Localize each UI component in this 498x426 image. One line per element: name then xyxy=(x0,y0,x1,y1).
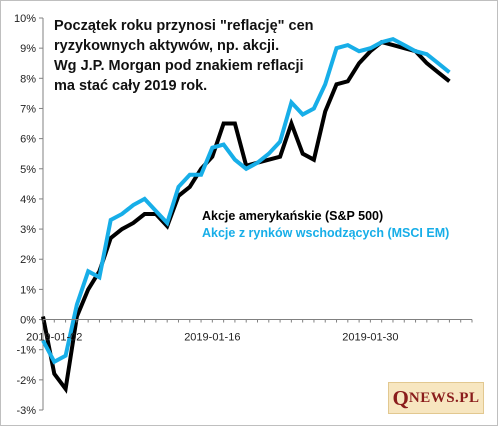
logo-text: NEWS.PL xyxy=(408,389,480,406)
series-lines xyxy=(41,36,451,394)
annotation-line: Wg J.P. Morgan pod znakiem reflacji xyxy=(54,58,304,74)
y-tick-label: 3% xyxy=(20,224,36,236)
legend-entry-msci-em: Akcje z rynków wschodzących (MSCI EM) xyxy=(202,226,450,240)
y-tick-label: 1% xyxy=(20,284,36,296)
annotation-line: Początek roku przynosi "reflację" cen xyxy=(54,18,314,34)
logo-initial: Q xyxy=(392,385,409,410)
y-tick-label: 0% xyxy=(20,315,36,327)
y-tick-label: 5% xyxy=(20,164,36,176)
y-tick-label: -2% xyxy=(16,375,36,387)
annotation-line: ryzykownych aktywów, np. akcji. xyxy=(54,38,280,54)
chart-legend: Akcje amerykańskie (S&P 500) Akcje z ryn… xyxy=(202,208,449,242)
y-tick-label: -1% xyxy=(16,345,36,357)
qnews-logo: Q NEWS.PL xyxy=(388,382,484,414)
y-tick-label: 6% xyxy=(20,134,36,146)
legend-entry-sp500: Akcje amerykańskie (S&P 500) xyxy=(202,209,384,223)
y-tick-label: 10% xyxy=(14,13,36,25)
y-axis: -3% -2% -1% 0% 1% 2% 3% 4% 5% 6% 7% 8% 9% 10% xyxy=(14,13,44,417)
y-tick-label: 2% xyxy=(20,254,36,266)
annotation-line: ma stać cały 2019 rok. xyxy=(54,78,208,94)
y-tick-label: -3% xyxy=(16,405,36,417)
x-axis: 2019-01-02 2019-01-16 2019-01-30 xyxy=(26,319,473,344)
series-line-msci-em xyxy=(41,36,451,365)
y-tick-label: 4% xyxy=(20,194,36,206)
x-tick-label: 2019-01-02 xyxy=(26,332,82,344)
y-tick-label: 9% xyxy=(20,43,36,55)
chart-annotation: Początek roku przynosi "reflację" cen ry… xyxy=(54,16,334,96)
x-tick-label: 2019-01-16 xyxy=(184,332,240,344)
y-tick-label: 8% xyxy=(20,73,36,85)
x-tick-label: 2019-01-30 xyxy=(342,332,398,344)
y-tick-label: 7% xyxy=(20,103,36,115)
